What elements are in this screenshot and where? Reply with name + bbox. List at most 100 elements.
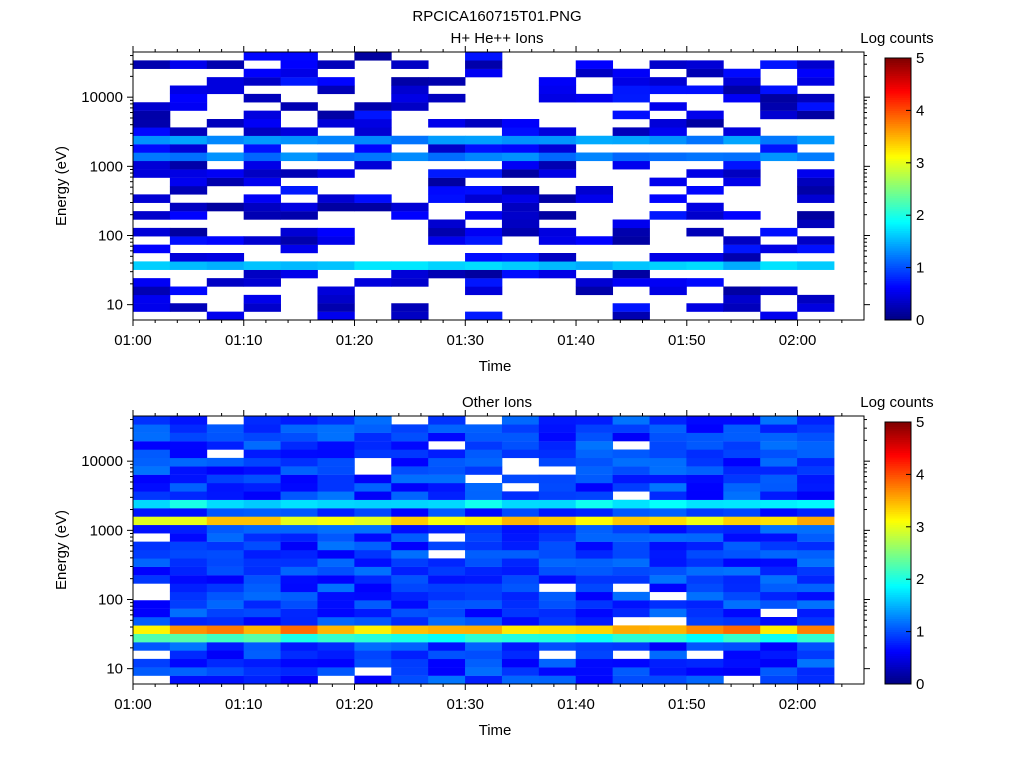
heatmap-cell [317,119,355,128]
colorbar-swatch [885,644,911,648]
heatmap-cell [612,575,650,584]
heatmap-cell [723,253,761,262]
heatmap-cell [501,667,540,676]
heatmap-cell [280,608,318,618]
heatmap-cell [428,617,466,626]
colorbar-swatch [885,138,911,142]
heatmap-cell [501,558,540,567]
heatmap-cell [760,286,798,296]
panel-title: H+ He++ Ions [451,30,544,47]
heatmap-cell [760,575,798,584]
heatmap-cell [391,566,429,576]
heatmap-cell [133,516,171,526]
heatmap-cell [686,60,724,69]
heatmap-cell [797,466,835,475]
heatmap-cell [465,186,503,195]
heatmap-cell [501,416,540,425]
heatmap-cell [538,152,577,162]
heatmap-cell [686,253,724,262]
heatmap-cell [206,516,245,526]
colorbar-swatch [885,467,911,471]
heatmap-cell [797,424,835,433]
colorbar-swatch [885,140,911,144]
heatmap-cell [538,558,577,567]
heatmap-cell [243,211,281,220]
heatmap-cell [317,416,355,425]
colorbar-swatch [885,579,911,582]
colorbar-swatch [885,134,911,138]
colorbar-swatch [885,681,911,685]
heatmap-cell [538,608,577,618]
heatmap-cell [280,508,318,517]
heatmap-cell [686,675,724,685]
colorbar-swatch [885,603,911,606]
heatmap-cell [169,227,208,237]
heatmap-cell [760,633,798,643]
heatmap-cell [391,202,429,212]
heatmap-cell [243,432,281,442]
heatmap-cell [649,491,687,500]
heatmap-cell [280,667,318,676]
heatmap-cell [797,642,835,651]
heatmap-cell [354,675,392,685]
colorbar-swatch [885,548,911,552]
heatmap-cell [317,566,355,576]
heatmap-cell [575,617,614,626]
heatmap-cell [280,675,318,685]
colorbar-swatch [885,237,911,240]
heatmap-cell [575,441,614,450]
heatmap-cell [723,127,761,136]
heatmap-cell [391,483,429,492]
colorbar-swatch [885,563,911,567]
heatmap-cell [169,566,208,576]
heatmap-cell [169,169,208,178]
heatmap-cell [649,432,687,442]
heatmap-cell [317,303,355,312]
heatmap-cell [317,642,355,651]
colorbar-swatch [885,463,911,467]
heatmap-cell [354,633,392,643]
heatmap-cell [538,416,577,425]
heatmap-cell [280,642,318,651]
colorbar-swatch [885,446,911,449]
heatmap-cell [428,608,466,618]
heatmap-cell [612,416,650,425]
colorbar-swatch [885,132,911,135]
heatmap-cell [538,508,577,517]
colorbar-swatch [885,300,911,304]
heatmap-cell [206,85,245,95]
heatmap-cell [575,667,614,676]
heatmap-cell [280,533,318,542]
heatmap-cell [723,617,761,626]
heatmap-cell [649,675,687,685]
heatmap-cell [501,253,540,262]
heatmap-cell [465,533,503,542]
colorbar-swatch [885,601,911,604]
heatmap-cell [465,194,503,203]
heatmap-cell [612,608,650,618]
heatmap-cell [612,524,650,534]
heatmap-cell [723,416,761,425]
colorbar-swatch [885,145,911,149]
heatmap-cell [501,186,540,195]
heatmap-cell [686,642,724,651]
heatmap-cell [723,566,761,576]
heatmap-cell [723,625,761,634]
heatmap-cell [575,194,614,203]
colorbar-tick-label: 0 [916,312,924,329]
heatmap-cell [797,449,835,459]
colorbar-tick-label: 5 [916,414,924,431]
heatmap-cell [206,311,245,321]
heatmap-cell [354,491,392,500]
colorbar-swatch [885,151,911,155]
heatmap-cell [206,441,245,450]
heatmap-cell [612,432,650,442]
colorbar-swatch [885,278,911,282]
heatmap-cell [133,449,171,459]
heatmap-cell [612,311,650,321]
heatmap-cell [723,160,761,170]
heatmap-cell [391,524,429,534]
heatmap-cell [612,566,650,576]
